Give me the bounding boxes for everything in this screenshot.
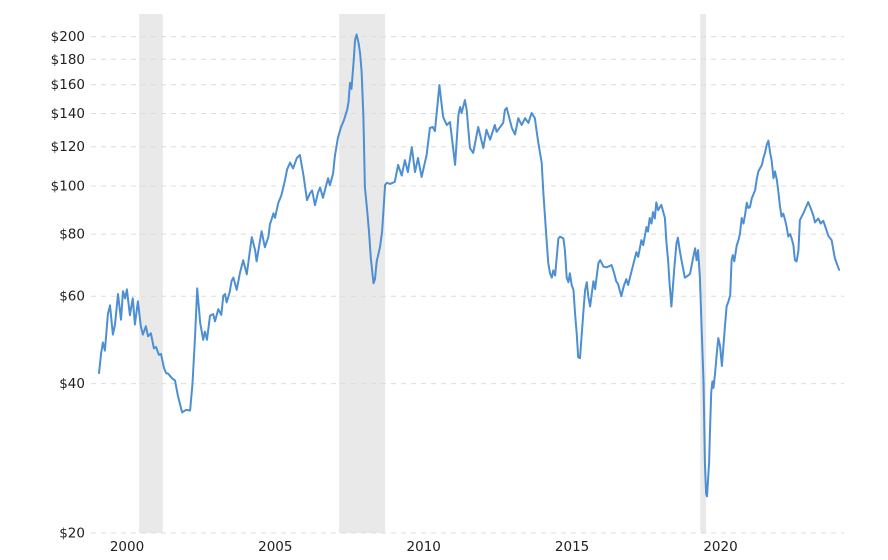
x-axis-label-2020: 2020 <box>703 539 737 555</box>
y-axis-label-20: $20 <box>59 526 85 542</box>
y-axis-label-200: $200 <box>51 29 85 45</box>
x-axis-label-2015: 2015 <box>555 539 589 555</box>
recession-band <box>139 14 163 533</box>
y-axis-label-100: $100 <box>51 179 85 195</box>
x-axis-label-2000: 2000 <box>110 539 144 555</box>
x-axis-label-2005: 2005 <box>258 539 292 555</box>
y-axis-label-160: $160 <box>51 77 85 93</box>
y-axis-label-80: $80 <box>59 227 85 243</box>
y-axis-label-180: $180 <box>51 52 85 68</box>
x-axis-label-2010: 2010 <box>407 539 441 555</box>
price-line-series <box>98 33 841 498</box>
y-axis-label-60: $60 <box>59 289 85 305</box>
y-axis-label-40: $40 <box>59 376 85 392</box>
y-axis-label-140: $140 <box>51 106 85 122</box>
recession-band <box>700 14 707 533</box>
y-axis-label-120: $120 <box>51 139 85 155</box>
